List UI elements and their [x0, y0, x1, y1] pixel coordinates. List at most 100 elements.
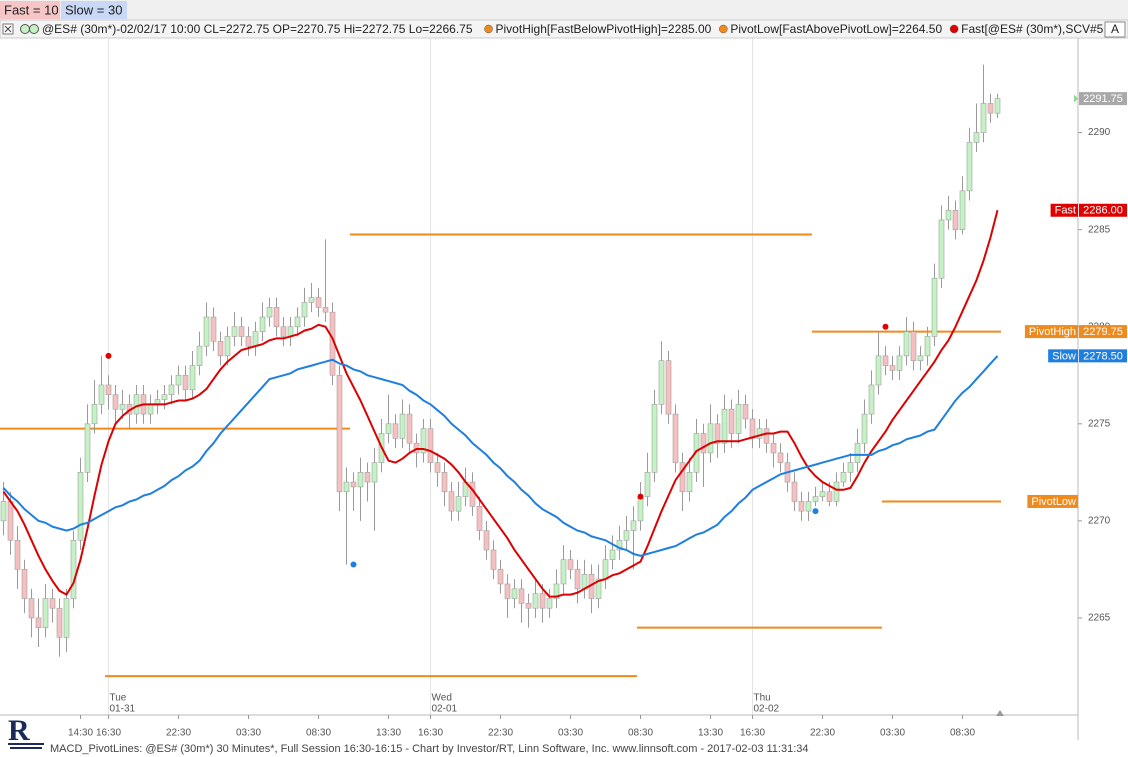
ma-line: [2, 355, 999, 557]
legend: @ES# (30m*)-02/02/17 10:00 CL=2272.75 OP…: [42, 22, 1103, 36]
fast-param[interactable]: [0, 1, 60, 19]
candle-body: [539, 593, 546, 609]
y-tick-label: 2275: [1088, 418, 1111, 429]
candle-body: [567, 559, 574, 570]
autoscale-button[interactable]: [1104, 21, 1126, 38]
candle-body: [210, 316, 217, 342]
candle-body: [546, 598, 553, 609]
candle-body: [14, 539, 21, 570]
fast-param-text[interactable]: Fast = 10: [4, 2, 59, 17]
pivot-dot: [105, 352, 112, 359]
candle-body: [931, 277, 938, 337]
x-tick-label: 08:30: [306, 728, 331, 739]
candle-body: [497, 569, 504, 585]
candle-body: [469, 481, 476, 507]
x-tick-label: 16:30: [96, 728, 121, 739]
candle-body: [728, 408, 735, 434]
candle-body: [49, 598, 56, 609]
date-label: 02-02: [754, 704, 780, 715]
candle-body: [91, 404, 98, 425]
date-label: 02-01: [432, 704, 458, 715]
candle-body: [70, 539, 77, 599]
candle-body: [833, 481, 840, 502]
candle-body: [609, 549, 616, 560]
y-tick-label: 2265: [1088, 613, 1111, 624]
y-tick-label: 2270: [1088, 516, 1111, 527]
candle-body: [994, 98, 1001, 114]
price-value: 2278.50: [1083, 350, 1123, 362]
legend-swatch: [719, 24, 728, 34]
candle-body: [259, 316, 266, 332]
last-price-arrow: [1074, 94, 1078, 103]
candle-body: [882, 355, 889, 366]
candle-body: [371, 462, 378, 483]
candle-body: [245, 336, 252, 347]
candle-icon[interactable]: [29, 24, 39, 34]
price-box: [1079, 349, 1127, 363]
candle-body: [322, 307, 329, 313]
candle-body: [224, 336, 231, 357]
name-box: [1024, 325, 1078, 339]
candle-body: [679, 462, 686, 493]
pivot-dot: [882, 323, 889, 330]
candle-body: [889, 365, 896, 371]
plot-area: [0, 38, 1001, 715]
candle-body: [826, 491, 833, 502]
day-label: Tue: [110, 693, 127, 704]
candle-body: [980, 103, 987, 133]
name-box: [1050, 203, 1078, 217]
price-value: 2286.00: [1083, 205, 1123, 217]
name-label: Fast: [1055, 205, 1076, 217]
candle-body: [427, 428, 434, 463]
candle-body: [966, 142, 973, 192]
candle-body: [182, 374, 189, 391]
candle-body: [658, 360, 665, 405]
candle-body: [420, 428, 427, 454]
price-labels: 2291.75 2286.00 Fast 2279.75 PivotHigh 2278.5…: [1024, 92, 1127, 508]
candle-body: [518, 588, 525, 604]
autoscale-button-text[interactable]: A: [1111, 22, 1119, 36]
day-label: Thu: [754, 693, 771, 704]
footer: R MACD_PivotLines: @ES# (30m*) 30 Minute…: [0, 714, 1128, 757]
candle-body: [791, 481, 798, 502]
x-tick-label: 03:30: [236, 728, 261, 739]
candle-body: [385, 423, 392, 434]
candle-body: [868, 384, 875, 415]
candle-body: [490, 549, 497, 570]
candle-body: [105, 384, 112, 395]
candle-body: [28, 598, 35, 619]
candle-body: [343, 481, 350, 493]
candle-body: [217, 340, 224, 357]
candle-body: [476, 506, 483, 531]
candle-body: [196, 345, 203, 366]
price-value: 2279.75: [1083, 326, 1123, 338]
candle-body: [945, 209, 952, 221]
candle-body: [434, 462, 441, 473]
candle-body: [84, 423, 91, 473]
candle-body: [777, 452, 784, 463]
slow-param[interactable]: [61, 1, 127, 19]
candle-icon[interactable]: [20, 24, 30, 34]
candle-body: [952, 209, 959, 230]
candle-body: [511, 588, 518, 599]
x-tick-label: 22:30: [488, 728, 513, 739]
candle-body: [574, 569, 581, 590]
candle-body: [504, 583, 511, 599]
candle-body: [112, 394, 119, 410]
candle-body: [840, 472, 847, 483]
name-box: [1027, 494, 1078, 508]
x-tick-label: 08:30: [950, 728, 975, 739]
symbol-info: @ES# (30m*)-02/02/17 10:00 CL=2272.75 OP…: [42, 22, 473, 36]
pivot-dot: [637, 493, 644, 500]
footer-bar: [0, 740, 1128, 757]
slow-param-text[interactable]: Slow = 30: [65, 2, 122, 17]
candle-body: [616, 539, 623, 551]
header: Fast = 10 Slow = 30 @ES# (30m*)-02/02/17…: [0, 0, 1128, 39]
close-icon[interactable]: [4, 25, 12, 33]
y-tick-label: 2285: [1088, 224, 1111, 235]
scroll-marker[interactable]: [996, 710, 1004, 716]
candle-body: [399, 413, 406, 439]
